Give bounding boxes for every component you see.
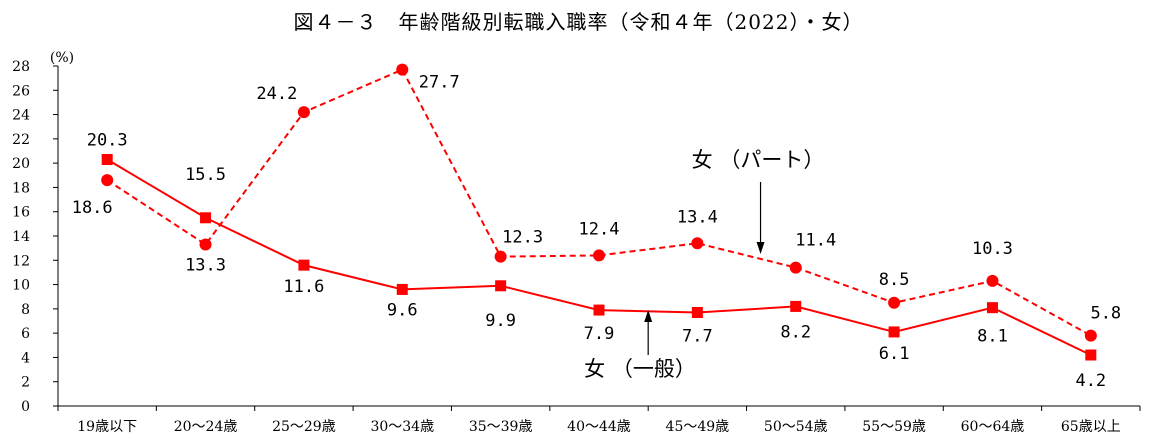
y-tick-label: 10 (12, 278, 30, 294)
point-part (199, 238, 212, 251)
data-label-ippan: 8.1 (977, 327, 1008, 347)
y-tick-label: 12 (12, 253, 30, 269)
data-label-part: 18.6 (72, 198, 113, 218)
y-axis-unit: (%) (50, 50, 74, 66)
data-label-ippan: 20.3 (87, 131, 128, 151)
x-tick-label: 20～24歳 (174, 419, 238, 435)
y-tick-label: 28 (12, 59, 30, 75)
y-tick-label: 18 (12, 180, 30, 196)
data-label-ippan: 8.2 (780, 322, 811, 342)
point-part (691, 237, 704, 250)
data-label-ippan: 6.1 (879, 344, 910, 364)
data-label-part: 8.5 (879, 270, 910, 290)
point-part (986, 274, 999, 287)
x-tick-label: 40～44歳 (567, 419, 631, 435)
y-tick-label: 14 (12, 229, 30, 245)
data-label-part: 27.7 (419, 73, 460, 93)
data-label-ippan: 11.6 (283, 277, 324, 297)
x-tick-label: 60～64歳 (961, 419, 1025, 435)
y-tick-label: 22 (12, 132, 30, 148)
y-tick-label: 16 (12, 205, 30, 221)
data-label-ippan: 9.6 (387, 300, 418, 320)
y-tick-label: 0 (21, 399, 30, 415)
series-line-part (106, 68, 1092, 337)
point-ippan (691, 307, 703, 318)
point-part (494, 250, 507, 263)
data-label-part: 13.3 (185, 256, 226, 276)
x-tick-label: 19歳以下 (77, 419, 137, 435)
point-ippan (1085, 349, 1097, 361)
annotations: 女 （パート） 女 （一般） (584, 148, 824, 381)
data-label-part: 5.8 (1090, 304, 1121, 324)
data-label-part: 11.4 (795, 231, 836, 251)
annotation-arrowhead-part (756, 242, 765, 254)
point-part (593, 249, 605, 262)
data-label-part: 10.3 (972, 239, 1013, 259)
data-label-ippan: 9.9 (485, 311, 516, 331)
point-ippan (790, 300, 802, 312)
point-ippan (101, 154, 113, 165)
series-markers (101, 63, 1097, 361)
data-label-part: 12.4 (579, 219, 620, 239)
y-tick-label: 8 (21, 302, 30, 318)
point-ippan (888, 326, 900, 338)
x-tick-label: 30～34歳 (370, 419, 434, 435)
annotation-arrowhead-ippan (644, 310, 653, 322)
point-part (1084, 329, 1097, 342)
x-tick-label: 55～59歳 (862, 419, 926, 435)
point-part (101, 174, 114, 187)
y-tick-label: 24 (12, 108, 30, 124)
y-tick-label: 20 (12, 156, 30, 172)
y-tick-label: 26 (12, 83, 30, 99)
series-annotation-part: 女 （パート） (692, 148, 825, 172)
x-tick-label: 25～29歳 (272, 419, 336, 435)
data-label-ippan: 7.9 (584, 324, 615, 344)
data-labels: 20.3 15.5 11.6 9.6 9.9 7.9 7.7 8.2 6.1 8.1 4.2 18.6… (72, 73, 1121, 391)
x-tick-label: 65歳以上 (1061, 419, 1121, 435)
point-part (789, 261, 802, 274)
data-label-ippan: 15.5 (185, 165, 226, 185)
point-part (396, 63, 409, 76)
data-label-ippan: 4.2 (1075, 371, 1106, 391)
y-tick-label: 4 (21, 350, 30, 366)
point-ippan (495, 280, 507, 292)
chart-title: 図４－３ 年齢階級別転職入職率（令和４年（2022）・女） (293, 10, 864, 34)
point-ippan (593, 304, 605, 316)
point-ippan (200, 212, 212, 224)
data-label-part: 24.2 (256, 84, 297, 104)
x-tick-label: 35～39歳 (469, 419, 533, 435)
point-ippan (298, 259, 310, 271)
x-tick-label: 45～49歳 (666, 419, 730, 435)
data-label-part: 12.3 (502, 228, 543, 248)
point-ippan (396, 283, 408, 295)
data-label-ippan: 7.7 (682, 327, 713, 347)
data-label-part: 13.4 (677, 207, 718, 227)
point-ippan (986, 302, 998, 314)
y-tick-label: 2 (21, 375, 30, 391)
point-part (297, 106, 310, 119)
y-tick-label: 6 (21, 326, 30, 342)
point-part (888, 296, 901, 309)
series-annotation-ippan: 女 （一般） (584, 357, 696, 381)
x-tick-label: 50～54歳 (764, 419, 828, 435)
